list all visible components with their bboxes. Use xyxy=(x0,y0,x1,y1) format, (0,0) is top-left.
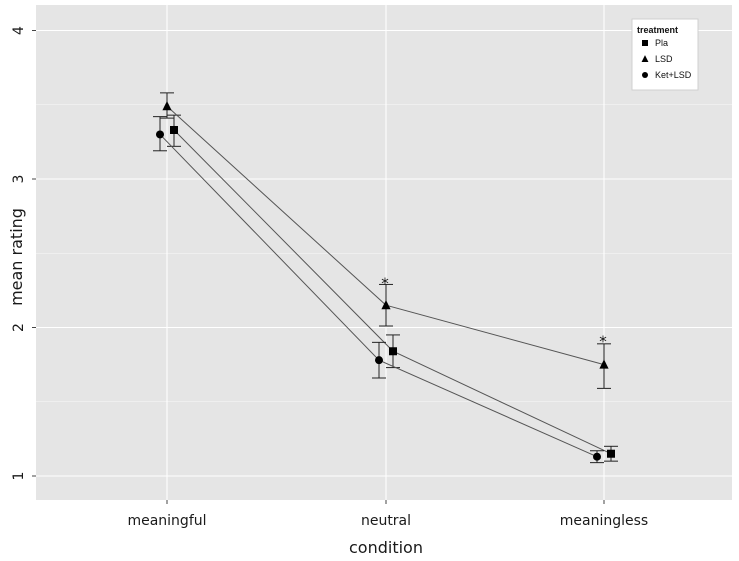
y-tick-label: 2 xyxy=(11,323,27,332)
x-tick-label: neutral xyxy=(361,513,411,529)
significance-marker: * xyxy=(381,274,389,292)
y-axis: 1 2 3 4 xyxy=(11,26,36,481)
legend-key xyxy=(641,55,649,62)
data-point xyxy=(593,452,601,461)
x-axis-title: condition xyxy=(349,538,423,557)
legend-box xyxy=(631,18,699,91)
legend-item: Pla xyxy=(642,38,668,48)
annotations: ** xyxy=(381,274,607,350)
plot-panel xyxy=(36,5,732,500)
legend-label: Pla xyxy=(655,38,668,48)
x-axis: meaningful neutral meaningless xyxy=(127,500,648,529)
legend-label: LSD xyxy=(655,54,673,64)
data-point xyxy=(607,449,615,458)
x-tick-label: meaningful xyxy=(127,513,206,529)
data-point xyxy=(381,300,391,310)
data-point xyxy=(375,356,383,365)
legend-item: Ket+LSD xyxy=(642,70,692,80)
data-point xyxy=(156,130,164,139)
series-layer xyxy=(153,92,618,464)
data-point xyxy=(599,359,609,369)
data-point xyxy=(162,101,172,111)
y-tick-label: 4 xyxy=(11,26,27,35)
legend-key xyxy=(642,40,648,46)
legend: treatment Pla LSD Ket+LSD xyxy=(631,18,699,91)
legend-title: treatment xyxy=(637,25,678,35)
data-point xyxy=(389,347,397,356)
series-ket-lsd xyxy=(153,116,604,464)
legend-item: LSD xyxy=(641,54,673,64)
legend-key xyxy=(642,72,648,78)
series-pla xyxy=(167,114,618,462)
y-axis-title: mean rating xyxy=(7,208,26,306)
data-point xyxy=(170,125,178,134)
grid-lines xyxy=(36,5,732,500)
significance-marker: * xyxy=(599,332,607,350)
x-tick-label: meaningless xyxy=(560,513,648,529)
series-lsd xyxy=(160,92,611,389)
legend-label: Ket+LSD xyxy=(655,70,692,80)
y-tick-label: 3 xyxy=(11,175,27,184)
y-tick-label: 1 xyxy=(11,472,27,481)
